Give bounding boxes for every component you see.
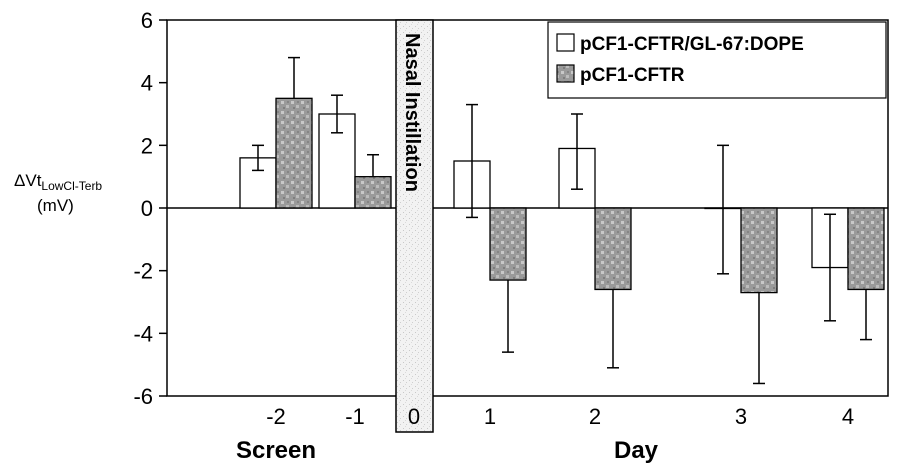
error-bar-series-0-cat-5 xyxy=(717,144,729,275)
legend-swatch-dope xyxy=(556,33,575,52)
x-axis: -2 -1 0 1 2 3 4 xyxy=(266,404,854,429)
y-tick-label: 6 xyxy=(141,8,153,33)
bar-series-1-cat-0 xyxy=(275,97,313,209)
error-bar-series-1-cat-6 xyxy=(860,289,872,341)
y-tick-label: 2 xyxy=(141,133,153,158)
y-axis-label-main: ΔVt xyxy=(14,171,42,190)
y-tick-label: -4 xyxy=(133,321,153,346)
legend-swatch-cftr xyxy=(556,64,575,83)
y-axis-label-unit: (mV) xyxy=(37,196,74,215)
svg-text:ΔVtLowCl-Terb: ΔVtLowCl-Terb xyxy=(14,171,102,193)
error-bars xyxy=(252,56,872,385)
bar-series-1-cat-4 xyxy=(594,207,632,291)
y-tick-label: 4 xyxy=(141,71,153,96)
legend-entry-cftr: pCF1-CFTR xyxy=(580,65,685,86)
error-bar-series-1-cat-1 xyxy=(367,153,379,177)
error-bar-series-0-cat-6 xyxy=(824,213,836,322)
group-label-screen: Screen xyxy=(236,437,316,464)
legend-entry-dope: pCF1-CFTR/GL-67:DOPE xyxy=(580,34,804,55)
error-bar-series-1-cat-5 xyxy=(753,292,765,385)
y-tick-label: 0 xyxy=(141,196,153,221)
x-tick-label: -2 xyxy=(266,404,286,429)
bar-series-1-cat-1 xyxy=(354,176,392,209)
y-tick-label: -6 xyxy=(133,384,153,409)
error-bar-series-1-cat-4 xyxy=(607,289,619,369)
x-tick-label: 3 xyxy=(735,404,747,429)
x-tick-label: -1 xyxy=(345,404,365,429)
y-axis-label: ΔVtLowCl-Terb (mV) xyxy=(14,171,102,215)
error-bar-series-0-cat-1 xyxy=(331,94,343,134)
error-bar-series-0-cat-0 xyxy=(252,144,264,172)
x-tick-label: 2 xyxy=(589,404,601,429)
nasal-instillation-label: Nasal Instillation xyxy=(401,33,423,192)
y-tick-label: -2 xyxy=(133,259,153,284)
x-tick-label: 0 xyxy=(408,404,420,429)
bar-series-1-cat-6 xyxy=(847,207,885,291)
error-bar-series-1-cat-3 xyxy=(502,280,514,353)
bars xyxy=(239,97,885,294)
legend: pCF1-CFTR/GL-67:DOPE pCF1-CFTR xyxy=(547,21,887,99)
error-bar-series-0-cat-4 xyxy=(571,113,583,190)
x-tick-label: 4 xyxy=(842,404,854,429)
x-tick-label: 1 xyxy=(484,404,496,429)
bar-series-1-cat-3 xyxy=(489,207,527,281)
y-axis: 6 4 2 0 -2 -4 -6 xyxy=(133,8,167,409)
error-bar-series-0-cat-3 xyxy=(466,103,478,219)
group-label-day: Day xyxy=(614,437,659,464)
nasal-instillation-band: Nasal Instillation xyxy=(395,19,434,433)
y-axis-label-sub: LowCl-Terb xyxy=(41,179,102,193)
bar-series-1-cat-5 xyxy=(740,207,778,294)
error-bar-series-1-cat-0 xyxy=(288,56,300,99)
